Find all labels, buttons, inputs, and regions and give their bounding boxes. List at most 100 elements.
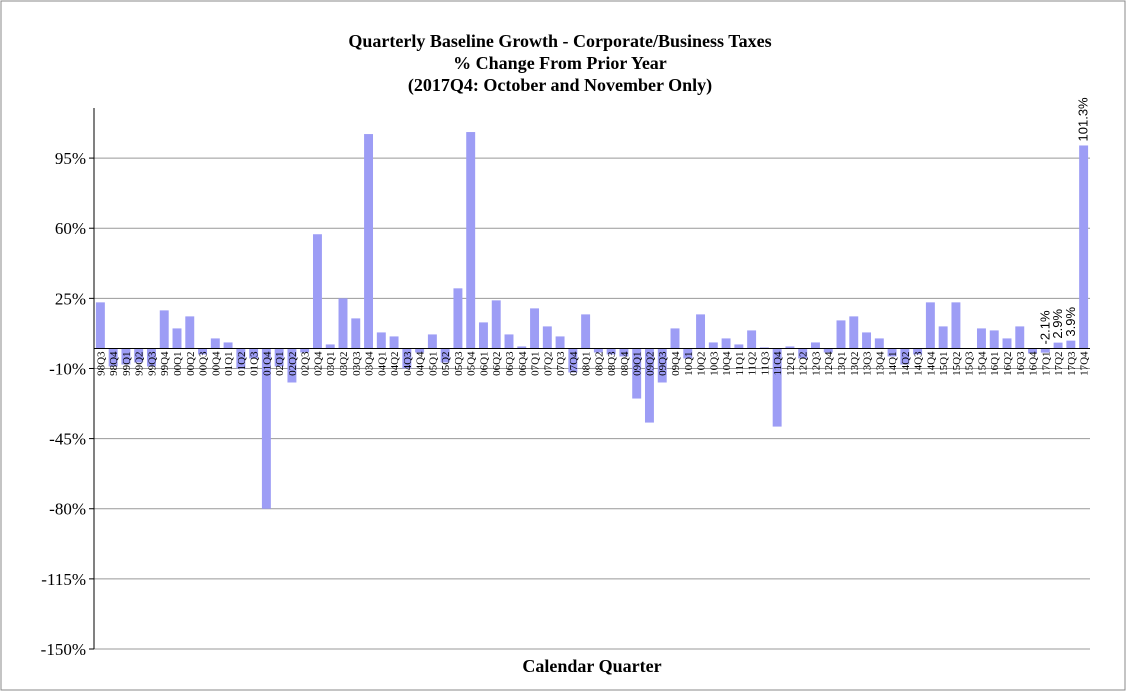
- x-tick-label: 06Q4: [517, 351, 529, 376]
- bar: [683, 348, 693, 359]
- bar: [900, 348, 910, 365]
- x-tick-label: 16Q4: [1028, 351, 1040, 376]
- y-tick-label: 25%: [55, 289, 86, 308]
- chart-title: (2017Q4: October and November Only): [408, 75, 712, 96]
- bar: [976, 328, 986, 349]
- bar: [1053, 342, 1063, 349]
- x-tick-label: 13Q3: [862, 351, 874, 376]
- bar: [517, 346, 527, 349]
- bar: [402, 348, 412, 369]
- x-tick-label: 00Q1: [172, 351, 184, 375]
- bar: [210, 338, 220, 349]
- x-tick-label: 08Q3: [606, 351, 618, 376]
- x-tick-label: 98Q4: [108, 351, 120, 376]
- chart-title: % Change From Prior Year: [453, 53, 667, 73]
- bar: [951, 302, 961, 349]
- x-tick-label: 99Q3: [146, 351, 158, 376]
- x-tick-label: 15Q1: [938, 351, 950, 375]
- x-tick-label: 02Q4: [312, 351, 324, 376]
- y-tick-label: 95%: [55, 149, 86, 168]
- x-tick-label: 13Q1: [836, 351, 848, 375]
- bar: [1066, 340, 1076, 349]
- value-label: -2.1%: [1037, 310, 1052, 344]
- bar: [427, 334, 437, 349]
- bar: [721, 338, 731, 349]
- bar: [249, 348, 259, 359]
- x-tick-label: 01Q4: [261, 351, 273, 376]
- x-tick-label: 14Q2: [900, 351, 912, 375]
- x-tick-label: 02Q3: [300, 351, 312, 376]
- bar: [913, 348, 923, 355]
- bar: [708, 342, 718, 349]
- bar: [989, 330, 999, 349]
- x-axis-title: Calendar Quarter: [522, 656, 661, 676]
- x-tick-label: 11Q4: [772, 351, 784, 376]
- bar: [542, 326, 552, 349]
- x-tick-label: 16Q1: [989, 351, 1001, 375]
- value-label: 2.9%: [1050, 309, 1065, 339]
- bar: [466, 132, 476, 349]
- x-tick-label: 12Q4: [823, 351, 835, 376]
- bar: [300, 348, 310, 353]
- x-tick-label: 10Q1: [683, 351, 695, 375]
- x-tick-label: 17Q4: [1079, 351, 1091, 376]
- x-tick-label: 12Q1: [785, 351, 797, 375]
- value-label: 3.9%: [1063, 307, 1078, 337]
- bar: [415, 348, 425, 353]
- x-tick-label: 06Q3: [504, 351, 516, 376]
- bar: [95, 302, 105, 349]
- x-tick-label: 05Q1: [427, 351, 439, 375]
- bar: [644, 348, 654, 423]
- x-tick-label: 09Q3: [657, 351, 669, 376]
- x-tick-label: 09Q1: [632, 351, 644, 375]
- x-tick-label: 07Q2: [542, 351, 554, 375]
- x-tick-label: 08Q2: [593, 351, 605, 375]
- x-tick-label: 04Q4: [415, 351, 427, 376]
- x-tick-label: 17Q1: [1040, 351, 1052, 375]
- chart-title: Quarterly Baseline Growth - Corporate/Bu…: [348, 31, 771, 51]
- x-tick-label: 15Q2: [951, 351, 963, 375]
- x-tick-label: 03Q4: [364, 351, 376, 376]
- x-tick-label: 10Q2: [696, 351, 708, 375]
- x-tick-label: 99Q2: [134, 351, 146, 375]
- bar: [287, 348, 297, 383]
- x-tick-label: 17Q2: [1053, 351, 1065, 375]
- bar: [172, 328, 182, 349]
- bar: [938, 326, 948, 349]
- bar: [734, 344, 744, 349]
- bar: [236, 348, 246, 369]
- bar: [862, 332, 872, 349]
- bar: [849, 316, 859, 349]
- bar: [1079, 145, 1089, 349]
- bar: [351, 318, 361, 349]
- x-tick-label: 02Q2: [287, 351, 299, 375]
- bar: [223, 342, 233, 349]
- value-label: 101.3%: [1076, 97, 1091, 142]
- x-tick-label: 14Q1: [887, 351, 899, 375]
- bar: [159, 310, 169, 349]
- x-tick-label: 11Q1: [734, 351, 746, 375]
- bar: [759, 347, 769, 349]
- bar: [810, 342, 820, 349]
- x-tick-label: 07Q3: [555, 351, 567, 376]
- x-tick-label: 14Q3: [913, 351, 925, 376]
- bar: [581, 314, 591, 349]
- bar: [657, 348, 667, 383]
- bar: [887, 348, 897, 357]
- x-tick-label: 12Q2: [798, 351, 810, 375]
- bar: [121, 348, 131, 365]
- bar: [785, 346, 795, 349]
- x-tick-label: 07Q1: [530, 351, 542, 375]
- bar: [606, 348, 616, 355]
- x-tick-label: 15Q3: [964, 351, 976, 376]
- bar: [146, 348, 156, 367]
- x-tick-label: 01Q1: [223, 351, 235, 375]
- x-tick-label: 00Q4: [210, 351, 222, 376]
- x-tick-label: 12Q3: [810, 351, 822, 376]
- x-tick-label: 13Q4: [874, 351, 886, 376]
- y-tick-label: -45%: [49, 430, 86, 449]
- bar: [619, 348, 629, 357]
- x-tick-label: 01Q3: [249, 351, 261, 376]
- x-tick-label: 08Q4: [619, 351, 631, 376]
